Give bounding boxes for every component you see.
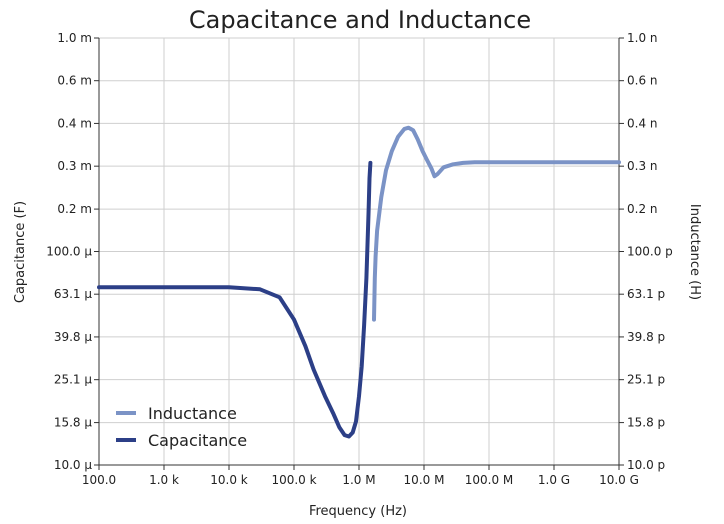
y-tick-label-right: 0.2 n [627, 202, 658, 216]
y-tick-label-left: 25.1 μ [54, 373, 93, 387]
x-tick-label: 10.0 G [599, 473, 639, 487]
y-tick-label-left: 0.3 m [57, 159, 92, 173]
x-axis-label: Frequency (Hz) [309, 504, 407, 519]
axes: 100.0 1.0 k 10.0 k 100.0 k 1.0 M 10.0 M 100.0 … [46, 31, 673, 487]
x-tick-label: 1.0 M [342, 473, 375, 487]
legend-label-inductance: Inductance [148, 404, 237, 423]
x-tick-label: 100.0 k [271, 473, 316, 487]
x-tick-label: 1.0 k [149, 473, 179, 487]
y-tick-label-right: 63.1 p [627, 287, 665, 301]
y-tick-label-right: 1.0 n [627, 31, 658, 45]
y-tick-label-right: 0.6 n [627, 74, 658, 88]
y-tick-label-left: 39.8 μ [54, 330, 93, 344]
y-tick-label-right: 10.0 p [627, 458, 665, 472]
inductance-series-line [372, 125, 621, 322]
y-tick-label-right: 100.0 p [627, 245, 673, 259]
x-tick-label: 100.0 [82, 473, 116, 487]
legend: Inductance Capacitance [116, 404, 247, 450]
x-tick-label: 1.0 G [538, 473, 570, 487]
y-tick-label-left: 15.8 μ [54, 416, 93, 430]
y-tick-label-left: 0.4 m [57, 116, 92, 130]
chart-title: Capacitance and Inductance [189, 6, 531, 34]
y-tick-label-right: 0.4 n [627, 116, 658, 130]
y-tick-label-left: 0.6 m [57, 74, 92, 88]
y-tick-label-left: 10.0 μ [54, 458, 93, 472]
x-tick-label: 100.0 M [465, 473, 514, 487]
grid [98, 37, 620, 466]
y-axis-label-left: Capacitance (F) [13, 201, 28, 303]
y-tick-label-left: 100.0 μ [46, 245, 92, 259]
y-tick-label-right: 25.1 p [627, 373, 665, 387]
y-tick-label-right: 39.8 p [627, 330, 665, 344]
y-tick-label-left: 0.2 m [57, 202, 92, 216]
legend-label-capacitance: Capacitance [148, 431, 247, 450]
y-tick-label-left: 1.0 m [57, 31, 92, 45]
x-tick-label: 10.0 k [210, 473, 248, 487]
series-lines [97, 125, 621, 439]
x-tick-label: 10.0 M [404, 473, 445, 487]
capacitance-series-line [97, 160, 373, 439]
y-tick-label-right: 15.8 p [627, 416, 665, 430]
y-tick-label-right: 0.3 n [627, 159, 658, 173]
y-axis-label-right: Inductance (H) [687, 204, 702, 300]
y-tick-label-left: 63.1 μ [54, 287, 93, 301]
